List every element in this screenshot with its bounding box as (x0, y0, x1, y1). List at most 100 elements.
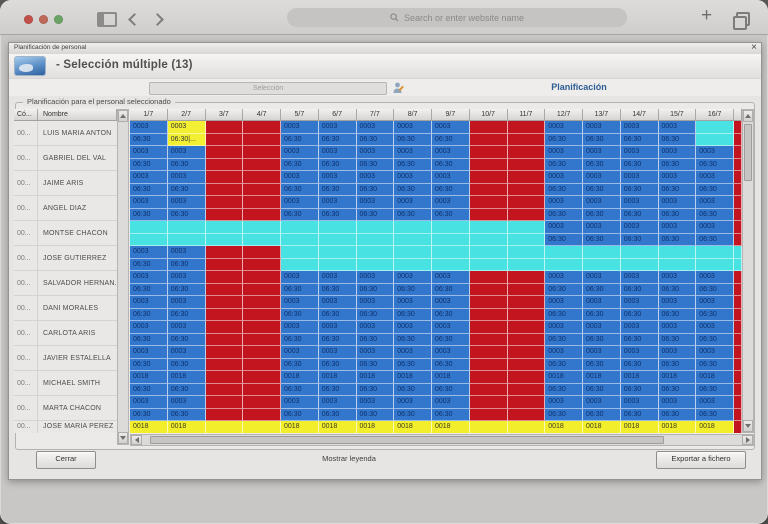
grid-cell[interactable]: 06:30 (583, 358, 621, 371)
grid-cell[interactable]: 06:30 (281, 158, 319, 171)
grid-cell[interactable] (507, 233, 546, 246)
grid-cell[interactable] (507, 396, 546, 409)
grid-cell[interactable]: 0003 (130, 296, 168, 309)
person-row[interactable]: 00... LUIS MARIA ANTON (14, 121, 117, 146)
grid-cell[interactable]: 0003 (432, 321, 470, 334)
grid-cell[interactable]: 06:30 (583, 308, 621, 321)
grid-cell[interactable]: 0003 (318, 171, 357, 184)
grid-cell[interactable]: 0018 (545, 371, 583, 384)
grid-cell[interactable] (507, 208, 546, 221)
grid-cell[interactable]: 0018 (394, 421, 432, 433)
grid-cell[interactable] (205, 208, 244, 221)
grid-cell[interactable]: 06:30 (620, 333, 659, 346)
grid-cell[interactable]: 0003 (583, 296, 621, 309)
grid-cell[interactable]: 0003 (658, 346, 697, 359)
grid-cell[interactable] (507, 308, 546, 321)
grid-cell[interactable]: 0003 (356, 121, 395, 134)
grid-cell[interactable] (620, 258, 659, 271)
grid-cell[interactable]: 06:30 (620, 283, 659, 296)
grid-cell[interactable] (469, 196, 508, 209)
grid-cell[interactable]: 0003 (696, 196, 734, 209)
grid-cell[interactable]: 0003 (620, 396, 659, 409)
day-header[interactable]: 13/7 (583, 109, 621, 121)
grid-cell[interactable]: 06:30 (281, 308, 319, 321)
grid-cell[interactable] (205, 246, 244, 259)
grid-cell[interactable]: 0003 (658, 196, 697, 209)
grid-cell[interactable]: 06:30 (545, 133, 583, 146)
grid-cell[interactable] (318, 246, 357, 259)
grid-cell[interactable]: 0003 (167, 296, 206, 309)
grid-horizontal-scroll-thumb[interactable] (150, 436, 664, 444)
grid-cell[interactable] (696, 133, 734, 146)
grid-cell[interactable]: 0018 (432, 421, 470, 433)
grid-cell[interactable]: 0003 (696, 271, 734, 284)
grid-cell[interactable]: 06:30 (356, 208, 395, 221)
grid-cell[interactable]: 0003 (167, 146, 206, 159)
grid-cell[interactable]: 06:30 (356, 283, 395, 296)
grid-cell[interactable] (205, 383, 244, 396)
grid-cell[interactable]: 0018 (658, 421, 697, 433)
grid-cell[interactable] (205, 346, 244, 359)
grid-cell[interactable]: 06:30 (545, 283, 583, 296)
grid-cell[interactable] (469, 158, 508, 171)
grid-cell[interactable]: 06:30 (167, 308, 206, 321)
grid-cell[interactable]: 06:30 (658, 333, 697, 346)
grid-cell[interactable]: 06:30 (130, 383, 168, 396)
grid-cell[interactable] (167, 233, 206, 246)
grid-cell[interactable]: 0003 (658, 221, 697, 234)
grid-cell[interactable] (243, 233, 281, 246)
grid-cell[interactable]: 06:30 (318, 333, 357, 346)
grid-cell[interactable]: 06:30 (167, 208, 206, 221)
grid-cell[interactable]: 0003 (318, 121, 357, 134)
grid-cell[interactable]: 0003 (658, 296, 697, 309)
grid-cell[interactable]: 06:30 (318, 408, 357, 421)
grid-cell[interactable]: 06:30 (318, 308, 357, 321)
grid-cell[interactable]: 0003 (130, 171, 168, 184)
grid-cell[interactable]: 0003 (356, 271, 395, 284)
grid-cell[interactable]: 06:30 (583, 233, 621, 246)
grid-cell[interactable]: 06:30 (545, 333, 583, 346)
grid-cell[interactable]: 0018 (167, 421, 206, 433)
grid-cell[interactable]: 06:30 (167, 183, 206, 196)
grid-cell[interactable] (205, 258, 244, 271)
grid-cell[interactable] (130, 233, 168, 246)
grid-cell[interactable] (205, 133, 244, 146)
person-row[interactable]: 00... GABRIEL DEL VAL (14, 146, 117, 171)
grid-cell[interactable]: 06:30 (356, 358, 395, 371)
person-row[interactable]: 00... MICHAEL SMITH (14, 371, 117, 396)
grid-cell[interactable]: 06:30 (394, 408, 432, 421)
grid-cell[interactable] (545, 246, 583, 259)
grid-cell[interactable]: 06:30 (696, 233, 734, 246)
grid-cell[interactable] (281, 258, 319, 271)
grid-cell[interactable]: 0018 (281, 421, 319, 433)
grid-cell[interactable]: 0003 (281, 121, 319, 134)
grid-cell[interactable] (281, 221, 319, 234)
grid-cell[interactable]: 0018 (583, 371, 621, 384)
grid-cell[interactable]: 0003 (394, 146, 432, 159)
grid-horizontal-scrollbar[interactable] (130, 434, 754, 446)
grid-scroll-up-icon[interactable] (743, 110, 753, 122)
grid-cell[interactable]: 06:30 (696, 358, 734, 371)
grid-cell[interactable]: 06:30 (545, 308, 583, 321)
grid-cell[interactable] (469, 133, 508, 146)
grid-cell[interactable]: 06:30 (658, 308, 697, 321)
grid-cell[interactable]: 06:30 (394, 133, 432, 146)
grid-cell[interactable]: 0003 (281, 321, 319, 334)
grid-cell[interactable]: 0018 (620, 371, 659, 384)
grid-cell[interactable]: 0003 (394, 346, 432, 359)
grid-cell[interactable]: 06:30 (130, 308, 168, 321)
grid-cell[interactable] (205, 421, 244, 433)
grid-cell[interactable]: 06:30 (167, 258, 206, 271)
grid-cell[interactable]: 0003 (432, 346, 470, 359)
grid-cell[interactable]: 0003 (620, 221, 659, 234)
grid-cell[interactable]: 06:30 (583, 183, 621, 196)
grid-cell[interactable]: 0003 (130, 271, 168, 284)
grid-cell[interactable]: 0003 (130, 121, 168, 134)
name-column-header[interactable]: Nombre (38, 109, 117, 121)
grid-cell[interactable]: 06:30 (318, 283, 357, 296)
grid-cell[interactable]: 06:30 (658, 158, 697, 171)
grid-cell[interactable]: 0003 (318, 196, 357, 209)
grid-cell[interactable]: 06:30 (620, 133, 659, 146)
person-row[interactable]: 00... DANI MORALES (14, 296, 117, 321)
grid-cell[interactable]: 0003 (356, 196, 395, 209)
